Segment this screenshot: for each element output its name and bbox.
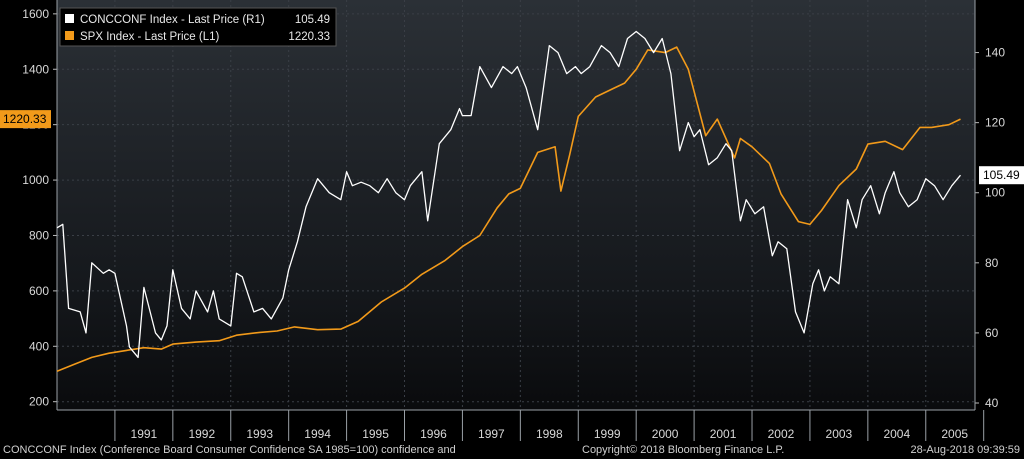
x-tick-label: 1999 <box>594 427 621 441</box>
left-tick-label: 1400 <box>22 62 49 76</box>
spx-line <box>56 46 961 372</box>
left-tick-label: 600 <box>29 284 49 298</box>
right-tick-label: 40 <box>985 396 999 410</box>
x-tick-label: 1991 <box>131 427 158 441</box>
grid-lines <box>57 0 975 410</box>
footer: CONCCONF Index (Conference Board Consume… <box>0 441 1024 459</box>
legend-entry-spx: SPX Index - Last Price (L1) <box>80 31 220 43</box>
x-tick-label: 1997 <box>478 427 505 441</box>
x-tick-label: 1998 <box>536 427 563 441</box>
left-tick-label: 800 <box>29 228 49 242</box>
x-tick-label: 2003 <box>826 427 853 441</box>
series-lines <box>56 30 962 372</box>
right-tick-label: 120 <box>985 116 1005 130</box>
x-tick-label: 1995 <box>362 427 389 441</box>
footer-timestamp: 28-Aug-2018 09:39:59 <box>910 444 1020 456</box>
x-tick-label: 1996 <box>420 427 447 441</box>
x-tick-label: 2002 <box>768 427 795 441</box>
x-tick-label: 1993 <box>246 427 273 441</box>
legend-background <box>59 7 337 47</box>
legend-swatch-spx <box>65 31 74 40</box>
concconf-last-tag <box>979 166 1024 185</box>
legend-last-spx: 1220.33 <box>288 31 330 43</box>
left-tick-label: 1600 <box>22 7 49 21</box>
x-tick-label: 2000 <box>652 427 679 441</box>
x-tick-label: 2001 <box>710 427 737 441</box>
footer-description: CONCCONF Index (Conference Board Consume… <box>3 444 456 456</box>
x-tick-label: 2004 <box>883 427 910 441</box>
left-y-axis: 1600140012001000800600400200 <box>22 0 58 410</box>
x-tick-label: 1992 <box>188 427 215 441</box>
right-tick-label: 80 <box>985 256 999 270</box>
right-tick-label: 60 <box>985 326 999 340</box>
last-value-labels: 1220.33 105.49 <box>0 110 1024 185</box>
x-axis: 1991 1992 1993 1994 1995 1996 1997 1998 1999 2000… <box>57 409 985 441</box>
spx-last-label: 1220.33 <box>3 112 47 126</box>
left-tick-label: 1000 <box>22 173 49 187</box>
legend: CONCCONF Index - Last Price (R1) 105.49 … <box>59 7 337 47</box>
footer-copyright: Copyright© 2018 Bloomberg Finance L.P. <box>582 444 785 456</box>
right-tick-label: 140 <box>985 46 1005 60</box>
spx-last-tag <box>0 110 51 129</box>
legend-entry-concconf: CONCCONF Index - Last Price (R1) <box>80 14 265 26</box>
x-tick-label: 1994 <box>304 427 331 441</box>
left-tick-label: 200 <box>29 395 49 409</box>
x-tick-label: 2005 <box>941 427 968 441</box>
concconf-last-label: 105.49 <box>983 168 1020 182</box>
right-y-axis: 140 120 100 80 60 40 <box>974 0 1005 410</box>
left-tick-label: 400 <box>29 339 49 353</box>
plot-background <box>57 0 975 410</box>
legend-swatch-concconf <box>65 14 74 23</box>
legend-last-concconf: 105.49 <box>295 14 330 26</box>
concconf-line <box>56 30 962 359</box>
right-tick-label: 100 <box>985 186 1005 200</box>
